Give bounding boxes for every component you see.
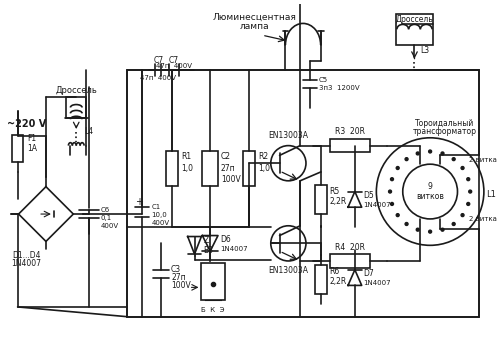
Text: 2 витка: 2 витка <box>469 157 497 163</box>
Circle shape <box>428 150 432 153</box>
Text: C7: C7 <box>169 56 179 65</box>
Text: Б  К  Э: Б К Э <box>202 307 225 313</box>
Text: 0,1: 0,1 <box>100 215 112 221</box>
Circle shape <box>416 152 419 155</box>
Text: 400V: 400V <box>100 223 119 229</box>
Text: R5: R5 <box>330 187 340 196</box>
Text: 9
витков: 9 витков <box>416 182 444 201</box>
Text: 27п: 27п <box>171 273 186 282</box>
Text: R6: R6 <box>330 267 340 276</box>
Circle shape <box>467 203 469 205</box>
Text: 1,0: 1,0 <box>258 164 270 172</box>
Bar <box>396 14 433 45</box>
Text: 1N4007: 1N4007 <box>364 280 392 286</box>
Text: 2,2R: 2,2R <box>330 197 346 206</box>
Circle shape <box>441 152 444 155</box>
Circle shape <box>390 178 394 181</box>
Text: 1N4007: 1N4007 <box>220 246 248 252</box>
Circle shape <box>441 228 444 231</box>
Text: B3: B3 <box>204 246 214 255</box>
Text: Тороидальный: Тороидальный <box>415 119 474 128</box>
Circle shape <box>416 228 419 231</box>
Text: L1: L1 <box>486 190 496 199</box>
Text: Дроссель: Дроссель <box>56 86 97 95</box>
Text: 47п  400V: 47п 400V <box>140 75 176 81</box>
Text: C6: C6 <box>100 207 110 213</box>
Text: D5: D5 <box>364 191 374 200</box>
Text: лампа: лампа <box>240 22 269 31</box>
Text: 400V: 400V <box>152 220 170 226</box>
Text: Дроссель: Дроссель <box>396 15 434 24</box>
Text: 47п  400V: 47п 400V <box>156 63 192 69</box>
Text: 1A: 1A <box>28 144 38 153</box>
Circle shape <box>388 190 392 193</box>
Bar <box>315 265 326 294</box>
Text: 10,0: 10,0 <box>152 212 168 218</box>
Text: D1...D4: D1...D4 <box>12 250 40 259</box>
Bar <box>330 139 370 152</box>
Text: R3  20R: R3 20R <box>335 127 365 136</box>
Circle shape <box>461 214 464 217</box>
Text: ~220 V: ~220 V <box>7 119 46 129</box>
Text: D7: D7 <box>364 269 374 278</box>
Text: C7: C7 <box>154 56 164 65</box>
Text: D6: D6 <box>220 235 230 244</box>
Text: C3: C3 <box>171 265 181 274</box>
Text: 2,2R: 2,2R <box>330 277 346 286</box>
Circle shape <box>405 158 408 161</box>
Bar <box>330 254 370 268</box>
Text: 100V: 100V <box>221 175 240 184</box>
Text: 1N4007: 1N4007 <box>364 202 392 208</box>
Text: R2: R2 <box>258 152 268 161</box>
Text: R1: R1 <box>181 152 191 161</box>
Text: Z: Z <box>204 236 208 245</box>
Bar <box>66 97 86 118</box>
Text: +: + <box>135 197 143 207</box>
Bar <box>166 150 178 186</box>
Text: Люминесцентная: Люминесцентная <box>212 13 296 22</box>
Text: F1: F1 <box>28 134 36 143</box>
Text: C5: C5 <box>318 77 328 83</box>
Bar <box>202 150 218 186</box>
Text: 2 витка: 2 витка <box>469 216 497 222</box>
Text: L3: L3 <box>420 46 430 55</box>
Circle shape <box>467 178 469 181</box>
Text: EN13003A: EN13003A <box>268 266 308 275</box>
Text: трансформатор: трансформатор <box>413 127 477 136</box>
Text: EN13003A: EN13003A <box>268 131 308 140</box>
Bar <box>244 150 255 186</box>
Circle shape <box>461 167 464 169</box>
Circle shape <box>390 203 394 205</box>
Circle shape <box>396 167 399 169</box>
Text: C1: C1 <box>152 204 161 210</box>
Text: 27п: 27п <box>221 164 236 172</box>
Text: L4: L4 <box>84 127 93 136</box>
Bar <box>12 135 24 162</box>
Text: 100V: 100V <box>171 281 191 290</box>
Circle shape <box>452 158 455 161</box>
Circle shape <box>396 214 399 217</box>
Text: 3п3  1200V: 3п3 1200V <box>318 85 360 91</box>
Text: C2: C2 <box>221 152 231 161</box>
Circle shape <box>405 223 408 225</box>
Text: 1N4007: 1N4007 <box>12 259 42 268</box>
Circle shape <box>452 223 455 225</box>
Text: 1,0: 1,0 <box>181 164 193 172</box>
Circle shape <box>428 230 432 233</box>
Bar <box>315 185 326 214</box>
Text: R4  20R: R4 20R <box>335 243 365 252</box>
Bar <box>202 263 225 300</box>
Circle shape <box>468 190 471 193</box>
Circle shape <box>403 164 458 219</box>
Bar <box>127 70 479 317</box>
